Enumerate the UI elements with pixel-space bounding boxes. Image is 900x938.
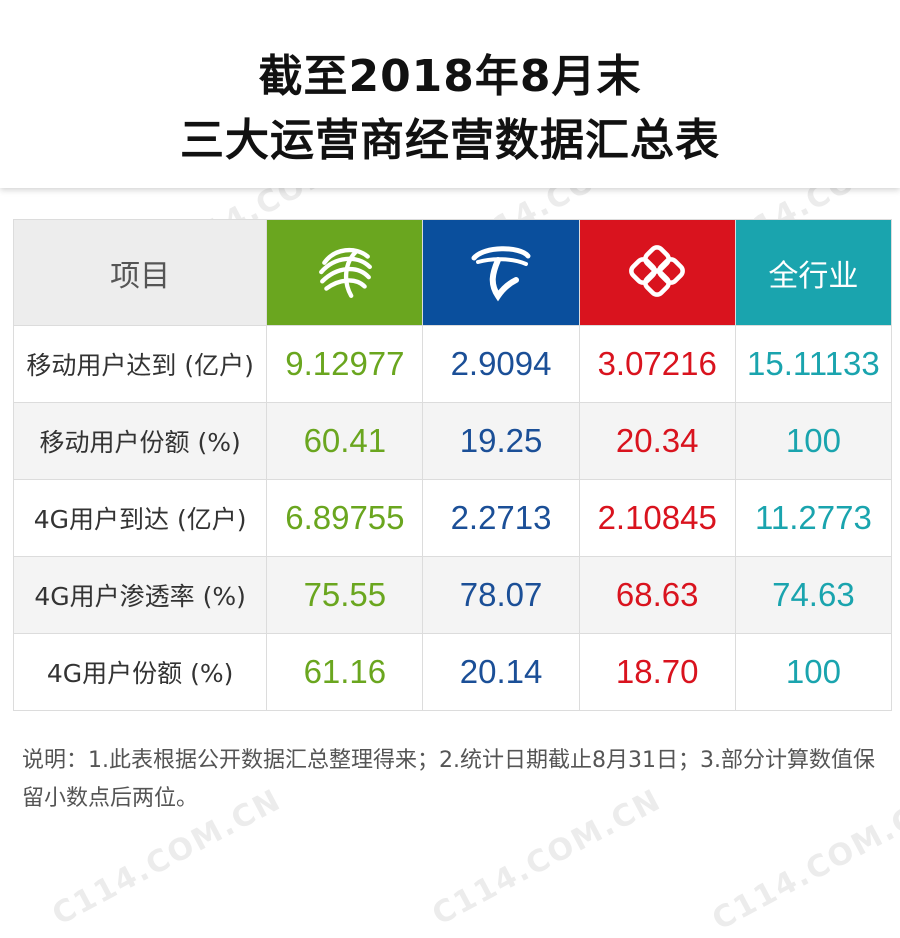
- cell-china-mobile: 61.16: [266, 633, 424, 711]
- cell-china-mobile: 9.12977: [266, 325, 424, 403]
- row-label: 移动用户份额 (%): [12, 402, 268, 480]
- cell-industry-total: 11.2773: [734, 479, 893, 557]
- china-telecom-logo-icon: [468, 240, 534, 306]
- cell-china-telecom: 78.07: [422, 556, 580, 634]
- title-line-1: 截至2018年8月末: [258, 51, 642, 102]
- cell-china-mobile: 6.89755: [266, 479, 424, 557]
- cell-china-mobile: 60.41: [266, 402, 424, 480]
- header-china-unicom: [578, 219, 736, 326]
- row-label: 移动用户达到 (亿户): [12, 325, 268, 403]
- table-row: 4G用户份额 (%) 61.16 20.14 18.70 100: [12, 633, 893, 711]
- row-label: 4G用户渗透率 (%): [12, 556, 268, 634]
- table-header-row: 项目: [12, 219, 893, 326]
- cell-china-telecom: 2.9094: [422, 325, 580, 403]
- china-unicom-logo-icon: [625, 243, 689, 303]
- table-row: 4G用户渗透率 (%) 75.55 78.07 68.63 74.63: [12, 556, 893, 634]
- footnote: 说明：1.此表根据公开数据汇总整理得来；2.统计日期截止8月31日；3.部分计算…: [22, 748, 875, 811]
- row-label: 4G用户份额 (%): [12, 633, 268, 711]
- table-row: 移动用户份额 (%) 60.41 19.25 20.34 100: [12, 402, 893, 480]
- cell-china-mobile: 75.55: [266, 556, 424, 634]
- cell-china-unicom: 2.10845: [578, 479, 736, 557]
- cell-china-telecom: 19.25: [422, 402, 580, 480]
- cell-china-unicom: 68.63: [578, 556, 736, 634]
- operator-data-table: 项目: [12, 219, 893, 711]
- title-card: 截至2018年8月末 三大运营商经营数据汇总表: [0, 0, 900, 188]
- row-label: 4G用户到达 (亿户): [12, 479, 268, 557]
- header-china-telecom: [422, 219, 580, 326]
- cell-china-telecom: 20.14: [422, 633, 580, 711]
- cell-industry-total: 15.11133: [734, 325, 893, 403]
- table-row: 4G用户到达 (亿户) 6.89755 2.2713 2.10845 11.27…: [12, 479, 893, 557]
- header-industry-total: 全行业: [734, 219, 893, 326]
- table-row: 移动用户达到 (亿户) 9.12977 2.9094 3.07216 15.11…: [12, 325, 893, 403]
- china-mobile-logo-icon: [314, 240, 376, 306]
- cell-china-unicom: 20.34: [578, 402, 736, 480]
- cell-china-unicom: 3.07216: [578, 325, 736, 403]
- cell-industry-total: 100: [734, 402, 893, 480]
- cell-china-unicom: 18.70: [578, 633, 736, 711]
- title-line-2: 三大运营商经营数据汇总表: [180, 115, 720, 166]
- header-china-mobile: [266, 219, 424, 326]
- cell-china-telecom: 2.2713: [422, 479, 580, 557]
- cell-industry-total: 100: [734, 633, 893, 711]
- header-item-label: 项目: [12, 219, 268, 326]
- cell-industry-total: 74.63: [734, 556, 893, 634]
